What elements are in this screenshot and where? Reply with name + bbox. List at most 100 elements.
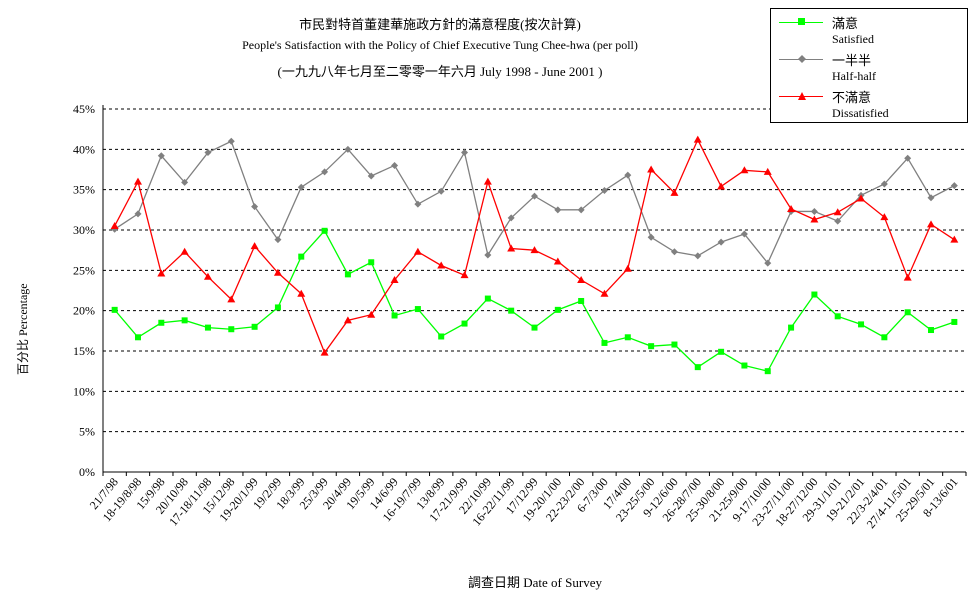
data-point [157, 152, 165, 160]
data-point [531, 192, 538, 200]
data-point [414, 306, 421, 313]
data-point [764, 368, 771, 375]
data-point [928, 327, 935, 334]
data-point [483, 177, 492, 185]
data-point [904, 154, 912, 162]
y-tick-label: 10% [73, 384, 95, 398]
data-point [881, 334, 888, 341]
data-point [250, 242, 259, 250]
data-point [134, 210, 142, 218]
legend-label-satisfied-zh: 滿意 [832, 16, 859, 31]
data-point [740, 166, 749, 174]
data-point [507, 244, 516, 252]
data-point [951, 318, 958, 325]
data-point [110, 221, 119, 229]
data-point [810, 207, 818, 215]
data-point [577, 276, 586, 284]
data-point [950, 182, 958, 190]
data-point [647, 233, 655, 241]
data-point [484, 295, 491, 302]
data-point [507, 214, 515, 222]
diamond-marker-icon [798, 55, 806, 63]
data-point [298, 253, 305, 260]
data-point [251, 203, 259, 211]
data-point [764, 259, 772, 267]
data-point [670, 248, 678, 256]
legend-label-dissatisfied-zh: 不滿意 [832, 90, 872, 105]
data-point [181, 317, 188, 324]
data-point [343, 316, 352, 324]
data-point [530, 246, 539, 254]
data-point [717, 182, 726, 190]
legend-label-half-half-zh: 一半半 [832, 53, 872, 68]
legend-item-half-half: 一半半 Half-half [771, 50, 967, 86]
data-point [273, 268, 282, 276]
data-point [413, 247, 422, 255]
data-point [623, 264, 632, 272]
data-point [461, 149, 469, 157]
data-point [251, 323, 258, 330]
y-tick-label: 35% [73, 183, 95, 197]
data-point [810, 215, 819, 223]
data-point [460, 271, 469, 279]
data-point [880, 180, 888, 188]
data-point [414, 200, 422, 208]
data-point [438, 333, 445, 340]
data-point [134, 334, 141, 341]
data-point [741, 362, 748, 369]
data-point [111, 306, 118, 313]
data-point [321, 227, 328, 234]
data-point [601, 339, 608, 346]
data-point [811, 291, 818, 298]
data-point [391, 312, 398, 319]
data-point [600, 186, 608, 194]
data-point [484, 251, 492, 259]
chart-subtitle: People's Satisfaction with the Policy of… [242, 38, 638, 52]
data-point [228, 326, 235, 333]
data-point [624, 334, 631, 341]
y-tick-label: 25% [73, 263, 95, 277]
data-point [554, 306, 561, 313]
data-point [157, 269, 166, 277]
data-point [671, 341, 678, 348]
legend-item-dissatisfied: 不滿意 Dissatisfied [771, 87, 967, 123]
y-tick-label: 45% [73, 102, 95, 116]
data-point [600, 289, 609, 297]
y-tick-label: 40% [73, 142, 95, 156]
data-point [368, 259, 375, 266]
data-point [833, 208, 842, 216]
y-tick-label: 5% [79, 425, 95, 439]
data-point [508, 307, 515, 314]
data-point [578, 297, 585, 304]
data-point [950, 235, 959, 243]
chart-period: (一九九八年七月至二零零一年六月 July 1998 - June 2001 ) [277, 64, 603, 79]
data-point [461, 320, 468, 327]
data-point [718, 348, 725, 355]
square-marker-icon [798, 18, 805, 25]
y-tick-label: 0% [79, 465, 95, 479]
triangle-marker-icon [798, 92, 806, 100]
data-point [181, 178, 189, 186]
data-point [531, 324, 538, 331]
data-point [344, 271, 351, 278]
data-point [834, 217, 842, 225]
data-point [180, 247, 189, 255]
data-point [740, 230, 748, 238]
data-point [694, 364, 701, 371]
data-point [857, 194, 866, 202]
data-point [624, 171, 632, 179]
data-point [344, 145, 352, 153]
data-point [927, 194, 935, 202]
data-point [227, 137, 235, 145]
data-point [694, 252, 702, 260]
y-tick-label: 15% [73, 344, 95, 358]
data-point [763, 167, 772, 175]
data-point [321, 168, 329, 176]
data-point [297, 289, 306, 297]
y-tick-label: 30% [73, 223, 95, 237]
data-point [647, 165, 656, 173]
y-tick-label: 20% [73, 304, 95, 318]
data-point [274, 236, 282, 244]
data-point [717, 238, 725, 246]
